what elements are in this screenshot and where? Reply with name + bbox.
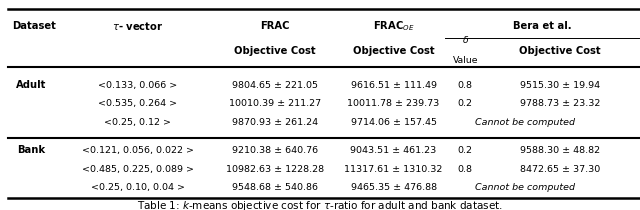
Text: 0.2: 0.2 [458,100,473,108]
Text: <0.485, 0.225, 0.089 >: <0.485, 0.225, 0.089 > [82,165,193,173]
Text: 11317.61 ± 1310.32: 11317.61 ± 1310.32 [344,165,443,173]
Text: 9616.51 ± 111.49: 9616.51 ± 111.49 [351,81,436,89]
Text: Objective Cost: Objective Cost [234,46,316,56]
Text: <0.25, 0.12 >: <0.25, 0.12 > [104,118,171,127]
Text: <0.535, 0.264 >: <0.535, 0.264 > [98,100,177,108]
Text: Bank: Bank [17,145,45,155]
Text: Value: Value [452,56,478,65]
Text: FRAC: FRAC [260,21,290,31]
Text: Objective Cost: Objective Cost [519,46,601,56]
Text: Adult: Adult [15,80,46,90]
Text: Table 1: $k$-means objective cost for $\tau$-ratio for adult and bank dataset.: Table 1: $k$-means objective cost for $\… [137,199,503,210]
Text: 9210.38 ± 640.76: 9210.38 ± 640.76 [232,146,318,155]
Text: 9788.73 ± 23.32: 9788.73 ± 23.32 [520,100,600,108]
Text: 9714.06 ± 157.45: 9714.06 ± 157.45 [351,118,436,127]
Text: 10011.78 ± 239.73: 10011.78 ± 239.73 [348,100,440,108]
Text: Dataset: Dataset [12,21,56,31]
Text: FRAC$_{OE}$: FRAC$_{OE}$ [372,19,415,33]
Text: 0.8: 0.8 [458,81,473,89]
Text: <0.133, 0.066 >: <0.133, 0.066 > [98,81,177,89]
Text: 10982.63 ± 1228.28: 10982.63 ± 1228.28 [226,165,324,173]
Text: Cannot be computed: Cannot be computed [476,184,575,192]
Text: Bera et al.: Bera et al. [513,21,572,31]
Text: 9465.35 ± 476.88: 9465.35 ± 476.88 [351,184,436,192]
Text: 9870.93 ± 261.24: 9870.93 ± 261.24 [232,118,318,127]
Text: 9548.68 ± 540.86: 9548.68 ± 540.86 [232,184,318,192]
Text: 9804.65 ± 221.05: 9804.65 ± 221.05 [232,81,318,89]
Text: 0.8: 0.8 [458,165,473,173]
Text: 0.2: 0.2 [458,146,473,155]
Text: 10010.39 ± 211.27: 10010.39 ± 211.27 [229,100,321,108]
Text: $\delta$: $\delta$ [461,34,469,45]
Text: 9588.30 ± 48.82: 9588.30 ± 48.82 [520,146,600,155]
Text: 9515.30 ± 19.94: 9515.30 ± 19.94 [520,81,600,89]
Text: 9043.51 ± 461.23: 9043.51 ± 461.23 [351,146,436,155]
Text: <0.121, 0.056, 0.022 >: <0.121, 0.056, 0.022 > [82,146,193,155]
Text: Objective Cost: Objective Cost [353,46,435,56]
Text: Cannot be computed: Cannot be computed [476,118,575,127]
Text: 8472.65 ± 37.30: 8472.65 ± 37.30 [520,165,600,173]
Text: $\tau$- vector: $\tau$- vector [112,20,163,32]
Text: <0.25, 0.10, 0.04 >: <0.25, 0.10, 0.04 > [91,184,184,192]
